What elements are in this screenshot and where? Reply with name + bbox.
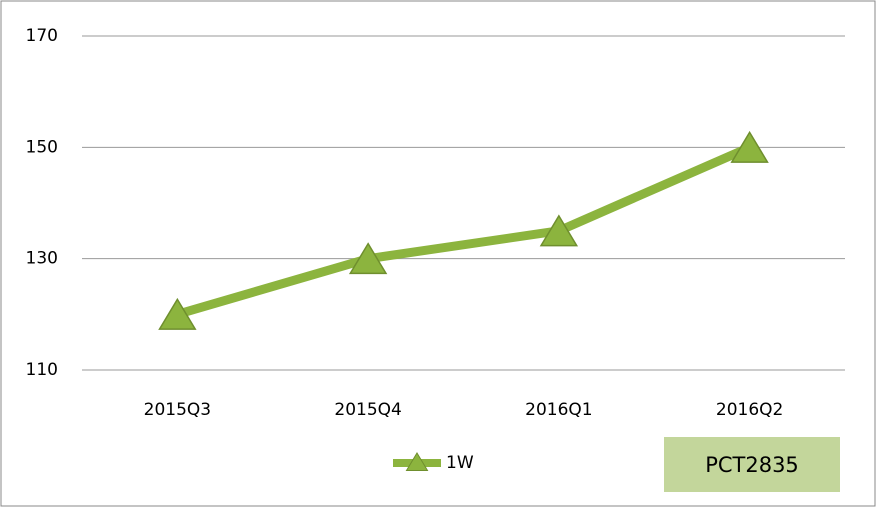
x-tick-label: 2015Q3 <box>144 400 211 420</box>
y-tick-label: 110 <box>26 360 58 380</box>
x-tick-label: 2016Q2 <box>716 400 783 420</box>
y-tick-label: 150 <box>26 137 58 157</box>
line <box>176 143 752 319</box>
marker <box>730 130 769 163</box>
marker <box>158 297 197 330</box>
marker <box>539 214 579 247</box>
y-tick-label: 170 <box>26 26 58 46</box>
annotation-box <box>664 437 840 492</box>
marker <box>348 242 388 275</box>
annotation: PCT2835 <box>705 453 799 477</box>
y-tick-label: 130 <box>26 249 58 269</box>
legend-label: 1W <box>446 453 474 473</box>
x-tick-label: 2015Q4 <box>334 400 401 420</box>
legend-marker <box>405 452 429 471</box>
x-tick-label: 2016Q1 <box>525 400 592 420</box>
